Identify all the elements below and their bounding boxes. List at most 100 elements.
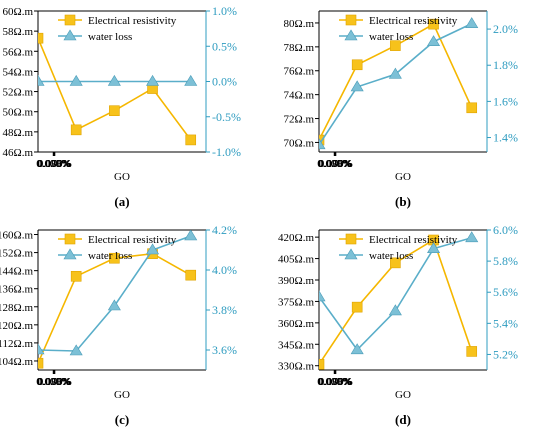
right-y-tick-label: 4.0%: [212, 263, 237, 277]
left-y-tick-label: 104Ω.m: [0, 356, 33, 368]
left-y-tick-label: 78Ω.m: [284, 42, 315, 54]
right-y-tick-label: 0.5%: [212, 39, 237, 53]
legend: Electrical resistivity water loss: [58, 233, 177, 262]
left-y-tick-label: 420Ω.m: [278, 232, 314, 244]
x-tick-label: 0.000%: [36, 158, 70, 170]
resistivity-data-point: [70, 124, 82, 136]
x-tick-label: 0.100%: [38, 158, 72, 170]
water-loss-data-point: [69, 344, 83, 356]
left-y-tick-label: 46Ω.m: [3, 147, 34, 159]
resistivity-data-point: [319, 358, 325, 370]
resistivity-data-point: [70, 270, 82, 282]
water-loss-data-point: [184, 230, 198, 241]
plot-area: [38, 32, 198, 146]
left-y-tick-label: 56Ω.m: [3, 46, 34, 58]
resistivity-data-point: [466, 102, 478, 114]
resistivity-data-point: [351, 301, 363, 313]
right-y-tick-label: 1.8%: [493, 58, 518, 72]
water-loss-data-point: [350, 343, 364, 355]
x-tick-label: 0.025%: [37, 158, 71, 170]
square-marker-icon: [345, 233, 357, 245]
water-loss-data-point: [38, 343, 45, 355]
chart-panel-d: 0.000%0.025%0.050%0.075%0.100% GO 330Ω.m 34…: [278, 223, 518, 427]
legend-label-water-loss: water loss: [369, 250, 413, 262]
plot-area: [38, 230, 198, 369]
right-y-tick-label: 0.0%: [212, 75, 237, 89]
left-y-tick-label: 375Ω.m: [278, 296, 314, 308]
water-loss-data-point: [38, 74, 45, 86]
resistivity-data-point: [185, 134, 197, 146]
x-tick-label: 0.050%: [318, 158, 352, 170]
legend: Electrical resistivity water loss: [339, 14, 458, 43]
chart-panel-a: 0.000%0.025%0.050%0.075%0.100% GO 46Ω.m 48Ω…: [3, 4, 241, 209]
left-y-tick-label: 144Ω.m: [0, 266, 33, 278]
panel-caption: (b): [395, 194, 411, 209]
chart-panel-b: 0.000%0.025%0.050%0.075%0.100% GO 70Ω.m 72Ω…: [284, 10, 518, 209]
resistivity-data-point: [390, 40, 401, 51]
x-tick-label: 0.025%: [318, 376, 352, 388]
resistivity-data-point: [38, 32, 44, 44]
legend-label-water-loss: water loss: [88, 250, 132, 262]
left-y-tick-label: 70Ω.m: [284, 137, 315, 149]
left-y-tick-label: 54Ω.m: [3, 66, 34, 78]
resistivity-data-point: [390, 257, 401, 269]
left-y-tick-label: 74Ω.m: [284, 90, 315, 102]
water-loss-data-point: [184, 74, 198, 86]
right-y-tick-label: 3.8%: [212, 303, 237, 317]
x-axis-label: GO: [114, 389, 130, 401]
x-tick-label: 0.050%: [37, 158, 71, 170]
x-tick-label: 0.000%: [317, 158, 351, 170]
left-y-tick-label: 80Ω.m: [284, 18, 315, 30]
right-y-tick-label: 2.0%: [493, 22, 518, 36]
x-axis-label: GO: [395, 389, 411, 401]
x-tick-label: 0.000%: [36, 376, 70, 388]
right-y-tick-label: -1.0%: [212, 145, 241, 159]
legend-label-water-loss: water loss: [88, 31, 132, 43]
right-y-tick-label: 1.0%: [212, 4, 237, 18]
x-tick-label: 0.075%: [318, 158, 352, 170]
legend-label-resistivity: Electrical resistivity: [369, 234, 458, 246]
left-y-tick-label: 330Ω.m: [278, 361, 314, 373]
resistivity-data-point: [109, 252, 120, 264]
water-loss-data-point: [388, 67, 402, 79]
resistivity-data-point: [38, 357, 44, 369]
resistivity-data-point: [351, 59, 363, 71]
triangle-marker-icon: [344, 248, 358, 260]
resistivity-data-point: [109, 105, 120, 117]
water-loss-data-point: [388, 304, 402, 316]
water-loss-data-point: [107, 299, 121, 311]
x-tick-label: 0.050%: [318, 376, 352, 388]
right-y-tick-label: 5.4%: [493, 316, 518, 330]
resistivity-series-line: [38, 37, 192, 141]
x-tick-label: 0.075%: [37, 158, 71, 170]
square-marker-icon: [64, 233, 76, 245]
water-loss-data-point: [350, 80, 364, 92]
left-y-tick-label: 152Ω.m: [0, 248, 33, 260]
right-y-tick-label: -0.5%: [212, 110, 241, 124]
left-y-tick-label: 112Ω.m: [0, 338, 33, 350]
legend-label-water-loss: water loss: [369, 31, 413, 43]
x-axis-label: GO: [395, 171, 411, 183]
water-loss-data-point: [146, 74, 160, 86]
left-y-tick-label: 52Ω.m: [3, 87, 34, 99]
triangle-marker-icon: [344, 29, 358, 41]
left-y-tick-label: 360Ω.m: [278, 318, 314, 330]
water-loss-data-point: [319, 138, 326, 150]
left-y-tick-label: 390Ω.m: [278, 275, 314, 287]
right-y-tick-label: 5.6%: [493, 285, 518, 299]
left-y-tick-label: 72Ω.m: [284, 114, 315, 126]
square-marker-icon: [345, 14, 357, 26]
panel-caption: (c): [115, 412, 129, 427]
x-tick-label: 0.050%: [37, 376, 71, 388]
right-y-tick-label: 6.0%: [493, 223, 518, 237]
x-tick-label: 0.000%: [317, 376, 351, 388]
left-y-tick-label: 60Ω.m: [3, 6, 34, 18]
legend-label-resistivity: Electrical resistivity: [88, 234, 177, 246]
right-y-tick-label: 3.6%: [212, 343, 237, 357]
legend-label-resistivity: Electrical resistivity: [369, 15, 458, 27]
triangle-marker-icon: [63, 248, 77, 260]
left-y-tick-label: 48Ω.m: [3, 127, 34, 139]
water-loss-data-point: [146, 243, 160, 255]
